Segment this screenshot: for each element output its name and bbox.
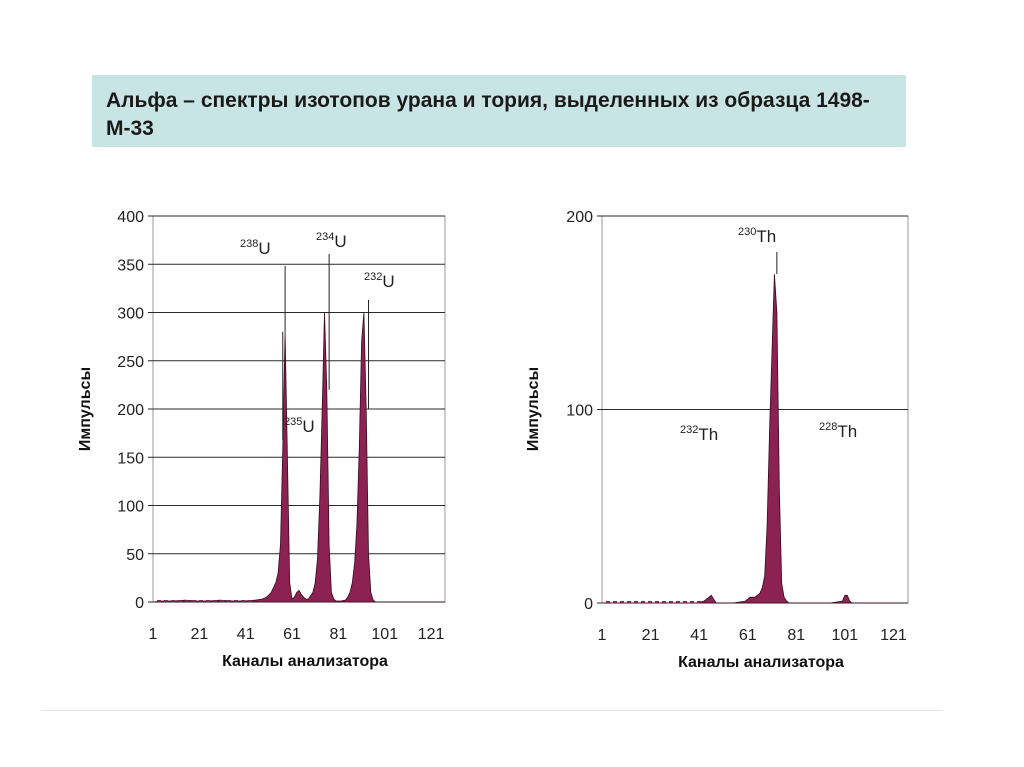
isotope-label: 232Th (680, 424, 718, 444)
x-tick-label: 121 (880, 627, 907, 644)
slide-divider (42, 710, 942, 711)
x-tick-label: 21 (642, 627, 660, 644)
y-tick-label: 250 (117, 354, 144, 371)
y-tick-label: 200 (566, 209, 593, 226)
isotope-element: U (302, 417, 314, 436)
isotope-element: U (258, 239, 270, 258)
isotope-label: 230Th (738, 226, 776, 246)
y-tick-label: 0 (135, 595, 144, 612)
y-tick-label: 350 (117, 257, 144, 274)
x-tick-label: 21 (190, 626, 208, 643)
y-tick-label: 50 (126, 547, 144, 564)
x-tick-label: 81 (329, 626, 347, 643)
isotope-mass: 230 (738, 226, 756, 238)
isotope-element: Th (698, 425, 718, 444)
x-tick-label: 101 (832, 627, 859, 644)
x-tick-label: 41 (690, 627, 708, 644)
isotope-element: U (334, 232, 346, 251)
isotope-label: 232U (364, 271, 395, 291)
isotope-mass: 232 (680, 424, 698, 436)
y-axis-label: Импульсы (525, 367, 542, 451)
isotope-mass: 235 (284, 416, 302, 428)
isotope-mass: 232 (364, 271, 382, 283)
isotope-mass: 234 (316, 231, 334, 243)
isotope-element: Th (837, 422, 857, 441)
x-tick-label: 121 (418, 626, 445, 643)
isotope-element: U (382, 272, 394, 291)
x-tick-label: 41 (237, 626, 255, 643)
isotope-label: 238U (240, 238, 271, 258)
isotope-label: 228Th (819, 421, 857, 441)
x-tick-label: 1 (598, 627, 607, 644)
x-tick-label: 81 (787, 627, 805, 644)
y-tick-label: 0 (584, 596, 593, 613)
y-tick-label: 300 (117, 306, 144, 323)
y-tick-label: 400 (117, 209, 144, 226)
x-tick-label: 1 (149, 626, 158, 643)
spectrum-area-series (602, 274, 908, 604)
x-tick-label: 61 (739, 627, 757, 644)
y-tick-label: 100 (117, 499, 144, 516)
x-axis-label: Каналы анализатора (222, 653, 388, 670)
isotope-label: 235U (284, 416, 315, 436)
x-tick-label: 101 (371, 626, 398, 643)
y-axis-label: Импульсы (77, 367, 94, 451)
y-tick-label: 200 (117, 402, 144, 419)
slide-title: Альфа – спектры изотопов урана и тория, … (92, 75, 906, 147)
spectrum-area-series (152, 312, 445, 603)
isotope-element: Th (756, 227, 776, 246)
y-tick-label: 150 (117, 450, 144, 467)
x-tick-label: 61 (283, 626, 301, 643)
x-axis-label: Каналы анализатора (678, 654, 844, 671)
isotope-label: 234U (316, 231, 347, 251)
y-tick-label: 100 (566, 403, 593, 420)
isotope-mass: 228 (819, 421, 837, 433)
isotope-mass: 238 (240, 238, 258, 250)
